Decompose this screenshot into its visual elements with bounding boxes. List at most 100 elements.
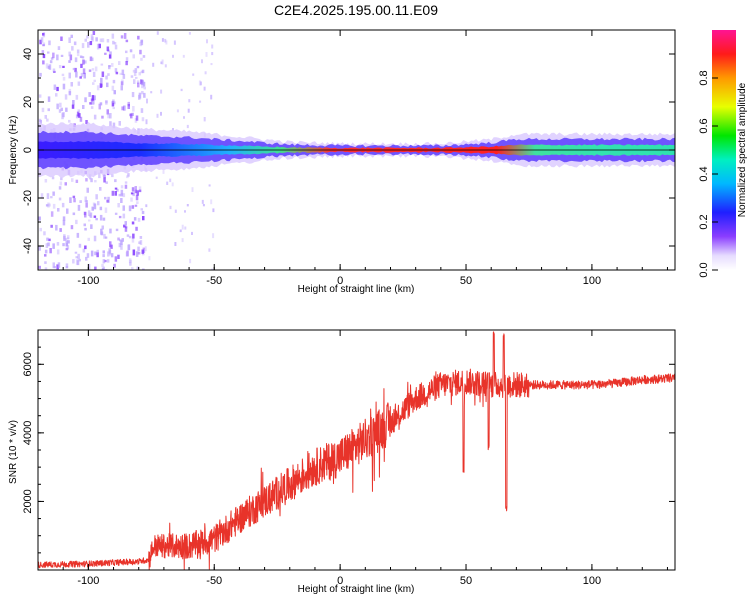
noise-speckle: [105, 75, 108, 80]
noise-speckle: [101, 115, 104, 119]
noise-speckle: [91, 36, 94, 42]
noise-speckle: [141, 117, 145, 122]
noise-speckle: [67, 235, 70, 240]
noise-speckle: [133, 217, 137, 221]
spectrogram-image: [38, 31, 675, 270]
noise-speckle: [152, 62, 155, 67]
noise-speckle: [117, 254, 120, 259]
noise-speckle: [128, 235, 132, 239]
noise-speckle: [179, 229, 182, 233]
noise-speckle: [155, 176, 158, 179]
noise-speckle: [62, 219, 66, 226]
noise-speckle: [139, 240, 143, 245]
noise-speckle: [113, 90, 116, 95]
noise-speckle: [120, 198, 123, 203]
noise-speckle: [96, 43, 100, 50]
noise-speckle: [112, 122, 116, 129]
noise-speckle: [122, 73, 126, 79]
noise-speckle: [186, 124, 189, 129]
noise-speckle: [77, 253, 80, 260]
noise-speckle: [201, 59, 203, 64]
y-tick-label: 0: [22, 147, 34, 153]
noise-speckle: [45, 63, 49, 69]
noise-speckle: [137, 35, 140, 40]
noise-speckle: [112, 40, 115, 45]
noise-speckle: [39, 39, 42, 45]
noise-speckle: [68, 60, 71, 63]
noise-speckle: [142, 55, 146, 58]
noise-speckle: [189, 258, 192, 264]
noise-speckle: [102, 254, 105, 258]
noise-speckle: [50, 57, 54, 60]
noise-speckle: [103, 177, 106, 183]
noise-speckle: [79, 200, 82, 203]
noise-speckle: [107, 73, 110, 76]
noise-speckle: [111, 174, 114, 178]
noise-speckle: [126, 234, 130, 237]
noise-speckle: [42, 44, 45, 47]
noise-speckle: [57, 208, 60, 212]
noise-speckle: [104, 236, 108, 239]
noise-speckle: [62, 65, 65, 68]
noise-speckle: [145, 204, 148, 208]
noise-speckle: [98, 43, 101, 49]
noise-speckle: [184, 210, 186, 213]
noise-speckle: [52, 203, 56, 209]
noise-speckle: [99, 206, 103, 211]
noise-speckle: [143, 92, 146, 98]
noise-speckle: [134, 186, 137, 189]
noise-speckle: [111, 63, 114, 67]
noise-speckle: [50, 211, 54, 217]
noise-speckle: [77, 204, 81, 211]
noise-speckle: [85, 120, 88, 125]
noise-speckle: [63, 235, 66, 241]
noise-speckle: [210, 94, 213, 100]
noise-speckle: [100, 77, 103, 84]
noise-speckle: [187, 108, 190, 113]
noise-speckle: [120, 240, 123, 245]
noise-speckle: [67, 240, 70, 244]
noise-speckle: [164, 64, 167, 68]
noise-speckle: [180, 88, 183, 92]
noise-speckle: [150, 91, 153, 94]
noise-speckle: [133, 79, 136, 84]
noise-speckle: [132, 69, 136, 73]
noise-speckle: [65, 107, 68, 112]
noise-speckle: [121, 79, 124, 85]
noise-speckle: [112, 79, 116, 84]
noise-speckle: [93, 215, 97, 218]
noise-speckle: [83, 72, 86, 79]
noise-speckle: [120, 243, 123, 250]
noise-speckle: [90, 250, 94, 257]
noise-speckle: [38, 216, 41, 221]
noise-speckle: [53, 84, 57, 90]
y-tick-label: 40: [22, 48, 34, 60]
noise-speckle: [79, 76, 82, 79]
noise-speckle: [118, 193, 122, 197]
noise-speckle: [186, 204, 189, 207]
noise-speckle: [59, 228, 62, 232]
noise-speckle: [114, 179, 117, 183]
noise-speckle: [58, 109, 62, 113]
noise-speckle: [43, 231, 46, 236]
noise-speckle: [57, 46, 61, 50]
noise-speckle: [131, 205, 135, 209]
noise-speckle: [200, 81, 202, 86]
noise-speckle: [56, 264, 59, 270]
noise-speckle: [87, 210, 91, 216]
noise-speckle: [173, 40, 176, 45]
noise-speckle: [72, 259, 75, 264]
noise-speckle: [58, 186, 62, 190]
noise-speckle: [59, 181, 63, 186]
noise-speckle: [130, 75, 134, 78]
noise-speckle: [208, 184, 211, 187]
noise-speckle: [104, 52, 107, 55]
noise-speckle: [48, 203, 51, 207]
noise-speckle: [78, 258, 81, 262]
noise-speckle: [57, 262, 61, 268]
noise-speckle: [96, 85, 100, 91]
noise-speckle: [68, 51, 71, 57]
noise-speckle: [141, 69, 145, 74]
noise-speckle: [59, 102, 62, 108]
noise-speckle: [126, 175, 129, 179]
